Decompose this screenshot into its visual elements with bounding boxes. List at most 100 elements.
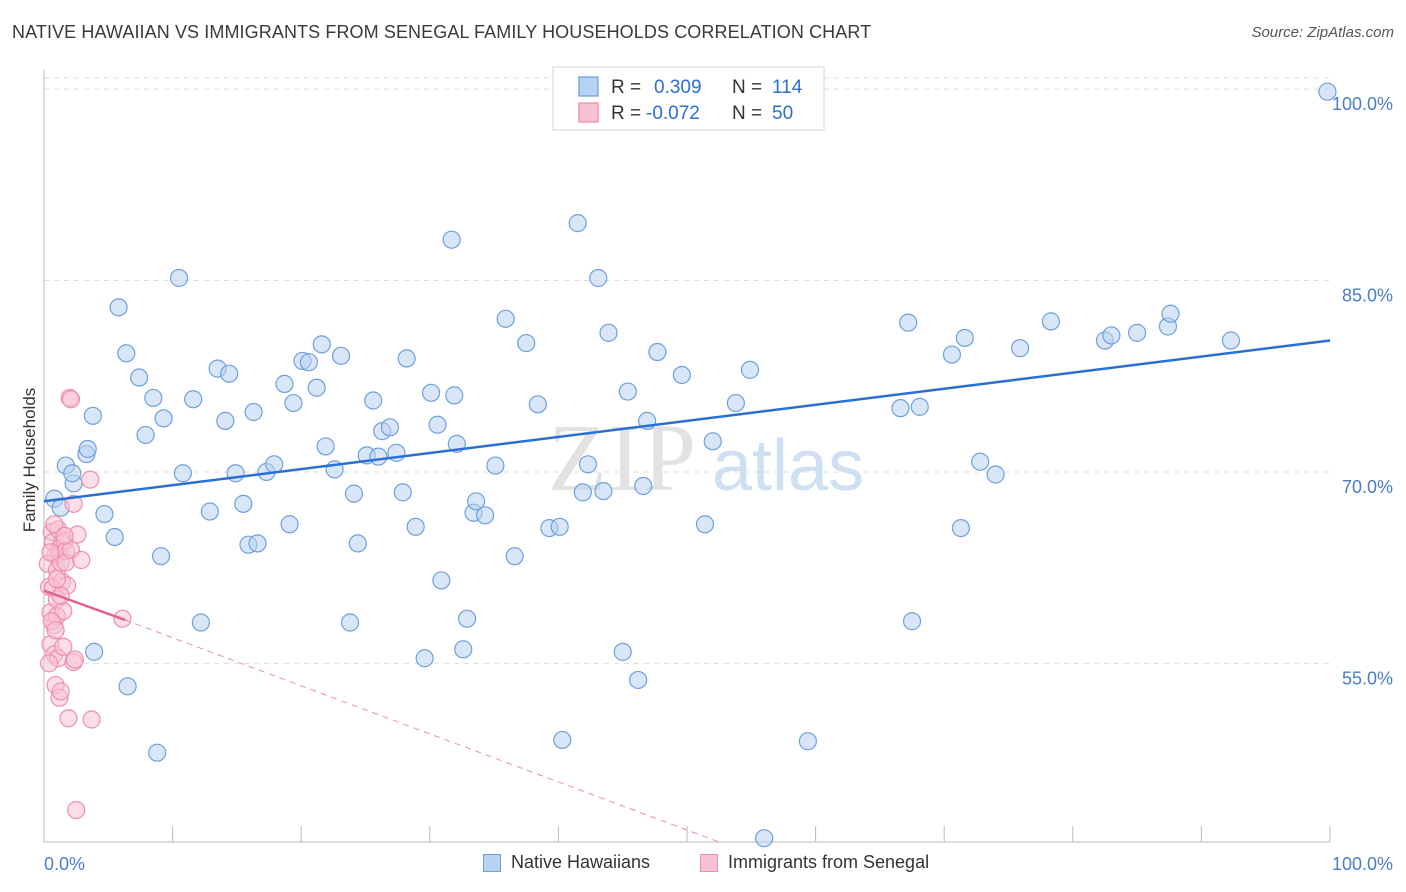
- point-native-hawaiians[interactable]: [307, 378, 326, 397]
- point-native-hawaiians[interactable]: [578, 455, 598, 474]
- point-native-hawaiians[interactable]: [95, 504, 114, 524]
- point-native-hawaiians[interactable]: [169, 268, 189, 288]
- point-native-hawaiians[interactable]: [528, 395, 547, 414]
- point-native-hawaiians[interactable]: [648, 342, 667, 362]
- legend-item-immigrants-from-senegal[interactable]: Immigrants from Senegal: [700, 852, 929, 873]
- point-native-hawaiians[interactable]: [517, 333, 536, 353]
- point-native-hawaiians[interactable]: [415, 649, 434, 668]
- point-native-hawaiians[interactable]: [613, 642, 632, 661]
- point-native-hawaiians[interactable]: [421, 383, 441, 402]
- point-native-hawaiians[interactable]: [83, 406, 102, 425]
- point-native-hawaiians[interactable]: [299, 353, 319, 372]
- point-native-hawaiians[interactable]: [971, 452, 990, 471]
- point-native-hawaiians[interactable]: [951, 518, 971, 538]
- point-native-hawaiians[interactable]: [798, 732, 817, 751]
- point-native-hawaiians[interactable]: [406, 517, 425, 536]
- point-immigrants-from-senegal[interactable]: [54, 637, 73, 656]
- point-native-hawaiians[interactable]: [1161, 304, 1180, 323]
- point-native-hawaiians[interactable]: [573, 483, 592, 502]
- point-native-hawaiians[interactable]: [634, 476, 653, 496]
- point-native-hawaiians[interactable]: [369, 447, 388, 466]
- point-native-hawaiians[interactable]: [986, 465, 1005, 484]
- point-native-hawaiians[interactable]: [902, 612, 922, 631]
- point-native-hawaiians[interactable]: [445, 386, 464, 405]
- point-native-hawaiians[interactable]: [553, 730, 572, 750]
- point-native-hawaiians[interactable]: [78, 439, 97, 459]
- point-native-hawaiians[interactable]: [629, 670, 648, 690]
- point-immigrants-from-senegal[interactable]: [81, 470, 100, 489]
- point-native-hawaiians[interactable]: [891, 399, 910, 418]
- point-native-hawaiians[interactable]: [200, 502, 219, 521]
- point-immigrants-from-senegal[interactable]: [46, 621, 65, 640]
- point-native-hawaiians[interactable]: [393, 483, 412, 502]
- point-native-hawaiians[interactable]: [695, 515, 715, 534]
- point-native-hawaiians[interactable]: [672, 365, 691, 385]
- point-native-hawaiians[interactable]: [275, 374, 294, 394]
- point-native-hawaiians[interactable]: [899, 313, 918, 332]
- point-native-hawaiians[interactable]: [220, 364, 239, 383]
- point-immigrants-from-senegal[interactable]: [61, 390, 81, 409]
- point-native-hawaiians[interactable]: [755, 829, 774, 848]
- point-native-hawaiians[interactable]: [364, 391, 383, 410]
- point-native-hawaiians[interactable]: [136, 425, 155, 445]
- point-native-hawaiians[interactable]: [312, 335, 331, 354]
- point-immigrants-from-senegal[interactable]: [72, 550, 91, 570]
- point-native-hawaiians[interactable]: [173, 464, 192, 483]
- point-immigrants-from-senegal[interactable]: [55, 526, 74, 545]
- point-native-hawaiians[interactable]: [740, 360, 760, 379]
- point-native-hawaiians[interactable]: [117, 344, 136, 363]
- point-native-hawaiians[interactable]: [454, 640, 473, 659]
- point-native-hawaiians[interactable]: [130, 368, 149, 387]
- point-immigrants-from-senegal[interactable]: [51, 682, 70, 701]
- point-native-hawaiians[interactable]: [151, 547, 171, 566]
- point-native-hawaiians[interactable]: [397, 349, 416, 368]
- point-native-hawaiians[interactable]: [955, 328, 974, 348]
- point-immigrants-from-senegal[interactable]: [41, 543, 60, 562]
- point-native-hawaiians[interactable]: [457, 609, 477, 628]
- point-native-hawaiians[interactable]: [486, 456, 505, 475]
- point-native-hawaiians[interactable]: [85, 642, 104, 661]
- point-native-hawaiians[interactable]: [331, 346, 351, 365]
- point-immigrants-from-senegal[interactable]: [67, 800, 86, 820]
- point-native-hawaiians[interactable]: [1010, 339, 1030, 358]
- point-native-hawaiians[interactable]: [428, 415, 447, 434]
- point-native-hawaiians[interactable]: [248, 534, 267, 553]
- point-native-hawaiians[interactable]: [63, 464, 82, 483]
- point-native-hawaiians[interactable]: [184, 390, 203, 409]
- point-native-hawaiians[interactable]: [280, 515, 299, 534]
- point-immigrants-from-senegal[interactable]: [82, 710, 101, 729]
- point-native-hawaiians[interactable]: [568, 214, 587, 233]
- point-immigrants-from-senegal[interactable]: [47, 570, 66, 589]
- point-native-hawaiians[interactable]: [109, 298, 128, 317]
- point-native-hawaiians[interactable]: [1318, 82, 1337, 101]
- point-native-hawaiians[interactable]: [599, 323, 618, 342]
- point-native-hawaiians[interactable]: [191, 613, 210, 632]
- point-native-hawaiians[interactable]: [594, 481, 613, 501]
- legend-item-native-hawaiians[interactable]: Native Hawaiians: [483, 852, 650, 873]
- point-native-hawaiians[interactable]: [550, 517, 569, 536]
- point-native-hawaiians[interactable]: [442, 230, 461, 249]
- point-native-hawaiians[interactable]: [216, 411, 235, 431]
- point-native-hawaiians[interactable]: [244, 402, 263, 422]
- point-immigrants-from-senegal[interactable]: [40, 654, 59, 673]
- point-native-hawaiians[interactable]: [144, 388, 163, 408]
- point-native-hawaiians[interactable]: [589, 268, 608, 288]
- point-native-hawaiians[interactable]: [1127, 323, 1147, 342]
- point-immigrants-from-senegal[interactable]: [45, 515, 64, 534]
- point-native-hawaiians[interactable]: [105, 527, 124, 547]
- point-native-hawaiians[interactable]: [380, 418, 400, 437]
- point-immigrants-from-senegal[interactable]: [64, 494, 83, 513]
- point-native-hawaiians[interactable]: [348, 534, 367, 553]
- point-native-hawaiians[interactable]: [1041, 312, 1061, 331]
- point-native-hawaiians[interactable]: [475, 506, 495, 525]
- point-native-hawaiians[interactable]: [466, 492, 486, 511]
- point-native-hawaiians[interactable]: [496, 309, 515, 328]
- point-native-hawaiians[interactable]: [432, 571, 451, 590]
- point-native-hawaiians[interactable]: [1102, 326, 1121, 345]
- point-native-hawaiians[interactable]: [344, 484, 364, 503]
- point-native-hawaiians[interactable]: [505, 547, 524, 566]
- point-native-hawaiians[interactable]: [154, 409, 173, 428]
- point-native-hawaiians[interactable]: [316, 437, 335, 456]
- point-native-hawaiians[interactable]: [234, 494, 253, 513]
- point-native-hawaiians[interactable]: [340, 613, 360, 632]
